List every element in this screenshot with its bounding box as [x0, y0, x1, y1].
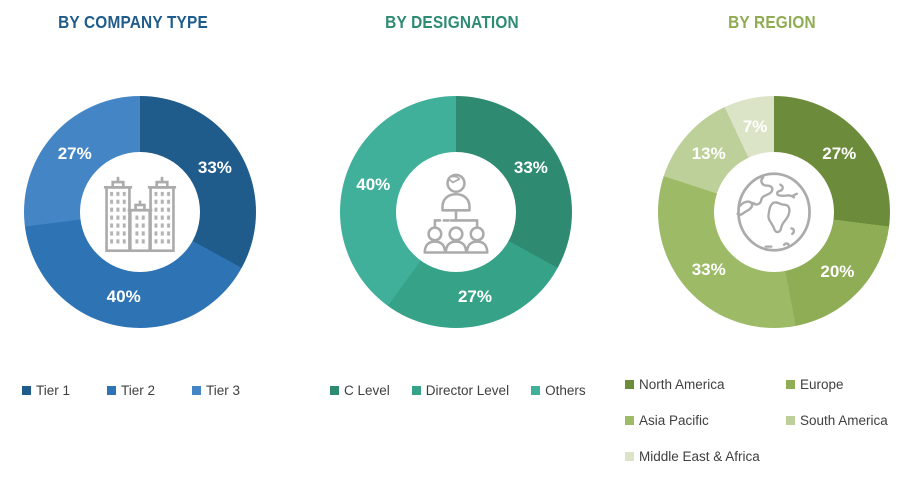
chart-by-company-type: BY COMPANY TYPE — [0, 0, 300, 481]
legend-label: Others — [545, 383, 586, 398]
legend-swatch — [411, 386, 421, 395]
legend-item: Tier 1 — [22, 383, 70, 398]
legend-item: North America — [625, 377, 786, 392]
slice-label: 7% — [742, 117, 768, 137]
globe-icon — [733, 168, 815, 256]
legend-item: Asia Pacific — [625, 413, 786, 428]
slice-label: 27% — [822, 144, 857, 164]
legend: Tier 1 Tier 2 Tier 3 — [22, 383, 240, 398]
legend-label: Director Level — [425, 383, 510, 398]
legend-item: Others — [531, 383, 586, 398]
donut: 27% 20% 33% 13% 7% — [658, 96, 890, 328]
legend-swatch — [192, 386, 202, 395]
slice-label: 20% — [820, 261, 855, 281]
legend-swatch — [786, 380, 795, 389]
legend-item: Middle East & Africa — [625, 449, 786, 464]
slice-label: 33% — [691, 259, 726, 279]
chart-by-designation: BY DESIGNATION — [300, 0, 600, 481]
legend-swatch — [625, 452, 634, 461]
legend-label: South America — [800, 413, 888, 428]
legend-swatch — [625, 380, 634, 389]
legend-swatch — [330, 386, 339, 395]
legend-label: Tier 1 — [36, 383, 71, 398]
slice-label: 27% — [457, 286, 492, 306]
slice-label: 40% — [106, 287, 141, 307]
donut: 33% 40% 27% — [24, 96, 256, 328]
donut: 33% 27% 40% — [340, 96, 572, 328]
legend-label: Tier 3 — [206, 383, 241, 398]
legend-label: North America — [639, 377, 725, 392]
slice-label: 27% — [57, 144, 92, 164]
legend-swatch — [22, 386, 31, 395]
legend-item: C Level — [330, 383, 390, 398]
legend-label: C Level — [344, 383, 390, 398]
legend-label: Middle East & Africa — [639, 449, 760, 464]
legend-label: Asia Pacific — [639, 413, 709, 428]
legend-item: Director Level — [411, 383, 510, 398]
buildings-icon — [100, 168, 180, 256]
chart-by-region: BY REGION — [600, 0, 900, 481]
legend-item: Tier 3 — [192, 383, 240, 398]
org-chart-icon — [418, 168, 494, 256]
donut-hole — [80, 152, 200, 272]
slice-label: 13% — [691, 144, 726, 164]
donut-hole — [396, 152, 516, 272]
chart-title: BY REGION — [728, 12, 816, 32]
slice-label: 40% — [356, 175, 391, 195]
chart-title: BY DESIGNATION — [385, 12, 519, 32]
legend: C Level Director Level Others — [330, 383, 586, 398]
legend-item: Europe — [786, 377, 888, 392]
legend: North America Europe Asia Pacific South Ame… — [625, 377, 888, 464]
legend-item: South America — [786, 413, 888, 428]
chart-title: BY COMPANY TYPE — [58, 12, 208, 32]
slice-label: 33% — [197, 157, 232, 177]
slice-label: 33% — [513, 157, 548, 177]
donut-hole — [714, 152, 834, 272]
legend-swatch — [107, 386, 117, 395]
legend-swatch — [786, 416, 795, 425]
legend-label: Europe — [800, 377, 844, 392]
legend-swatch — [625, 416, 634, 425]
legend-item: Tier 2 — [107, 383, 155, 398]
legend-swatch — [531, 386, 541, 395]
legend-label: Tier 2 — [121, 383, 156, 398]
